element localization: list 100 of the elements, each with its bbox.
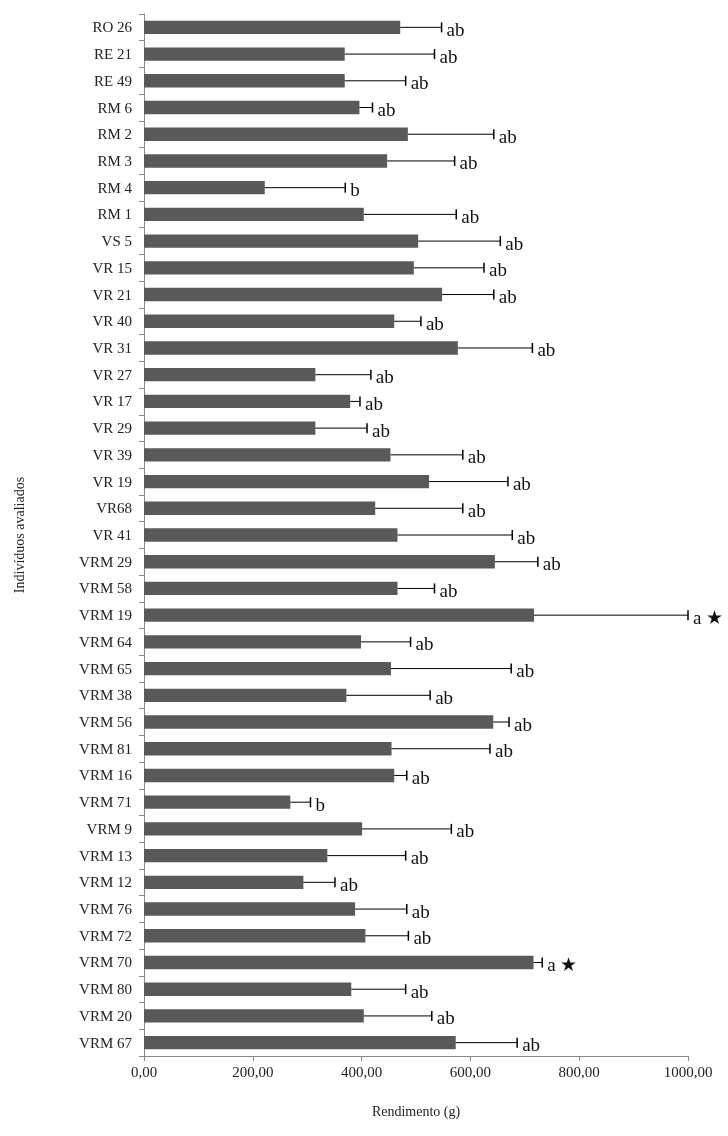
bar <box>144 287 443 302</box>
y-tick-label: VR 27 <box>92 366 133 383</box>
y-tick-label: VRM 9 <box>86 820 132 837</box>
annotation: ab <box>415 633 434 655</box>
bar <box>144 1035 456 1050</box>
bar <box>144 421 316 435</box>
bar <box>144 474 430 489</box>
y-tick-label: VRM 20 <box>79 1007 132 1024</box>
bar <box>144 768 395 783</box>
y-tick-label: RM 2 <box>97 126 132 143</box>
y-tick-label: VRM 58 <box>79 580 132 597</box>
bar <box>144 154 388 168</box>
annotation: ab <box>411 766 430 788</box>
annotation: ab <box>339 873 358 895</box>
y-tick-label: VRM 13 <box>79 847 132 864</box>
y-tick-label: VRM 38 <box>79 687 132 704</box>
bar <box>144 180 265 195</box>
annotation: ab <box>516 660 535 682</box>
y-tick-label: VR 19 <box>92 473 132 490</box>
annotation: ab <box>498 286 517 308</box>
annotation: a ★ <box>547 953 578 975</box>
y-tick-label: VR68 <box>96 500 132 517</box>
y-tick-label: RE 21 <box>94 46 132 63</box>
bar <box>144 822 363 836</box>
annotation: ab <box>467 499 486 521</box>
bar <box>144 207 364 222</box>
bar <box>144 608 535 622</box>
annotation: ab <box>439 579 458 601</box>
annotation: ab <box>456 820 475 842</box>
y-tick-label: VRM 70 <box>79 954 132 971</box>
annotation: ab <box>410 980 429 1002</box>
bar <box>144 261 414 275</box>
y-tick-label: VRM 12 <box>79 874 132 891</box>
y-tick-label: VR 29 <box>92 420 132 437</box>
y-tick-label: VRM 65 <box>79 660 132 677</box>
y-tick-label: VRM 56 <box>79 714 133 731</box>
y-axis-title: Indivíduos avaliados <box>11 476 27 594</box>
bar <box>144 929 366 943</box>
annotation: ab <box>542 553 561 575</box>
bar <box>144 742 392 756</box>
y-tick-label: VRM 76 <box>79 901 133 918</box>
annotation: ab <box>413 927 432 949</box>
y-tick-label: VR 31 <box>92 339 132 356</box>
annotation: ab <box>505 232 524 254</box>
bar <box>144 635 362 649</box>
y-tick-label: VRM 71 <box>79 794 132 811</box>
bar <box>144 528 398 542</box>
bar <box>144 501 376 515</box>
x-tick-label: 600,00 <box>449 1063 492 1080</box>
annotation: ab <box>498 125 517 147</box>
y-tick-label: RM 4 <box>97 179 133 196</box>
annotation: ab <box>494 740 513 762</box>
bar <box>144 341 458 355</box>
bar <box>144 234 419 248</box>
bar <box>144 448 391 462</box>
bar <box>144 555 495 569</box>
bar <box>144 74 345 88</box>
y-tick-label: VRM 29 <box>79 553 132 570</box>
annotation: b <box>315 793 325 815</box>
annotation: ab <box>446 18 465 40</box>
y-tick-label: RO 26 <box>92 19 133 36</box>
y-tick-label: VR 41 <box>92 527 132 543</box>
bar <box>144 902 356 916</box>
y-tick-label: RE 49 <box>94 72 132 89</box>
bar <box>144 955 534 970</box>
annotation: ab <box>517 526 536 548</box>
bar <box>144 661 391 676</box>
y-tick-label: VR 40 <box>92 313 132 330</box>
annotation: ab <box>489 259 507 281</box>
bar <box>144 795 291 809</box>
annotation: ab <box>425 312 444 334</box>
bar <box>144 848 328 863</box>
annotation: ab <box>522 1034 541 1056</box>
y-tick-label: VRM 72 <box>79 927 132 944</box>
bar <box>144 20 401 35</box>
x-tick-label: 0,00 <box>130 1063 158 1080</box>
bar <box>144 368 316 382</box>
y-tick-label: VRM 16 <box>79 767 133 784</box>
x-axis-title: Rendimento (g) <box>371 1103 461 1120</box>
x-tick-label: 800,00 <box>558 1063 600 1080</box>
annotation: ab <box>537 339 556 361</box>
bar <box>144 100 360 115</box>
y-tick-label: VRM 81 <box>79 740 132 757</box>
y-tick-label: VS 5 <box>101 233 132 250</box>
y-tick-label: VR 15 <box>92 259 132 276</box>
y-tick-label: VR 17 <box>92 393 133 410</box>
annotation: ab <box>435 686 454 708</box>
annotation: ab <box>411 900 430 922</box>
annotation: ab <box>439 45 458 67</box>
annotation: ab <box>512 473 531 495</box>
y-tick-label: VR 21 <box>92 286 132 303</box>
x-tick-label: 400,00 <box>340 1063 383 1080</box>
y-tick-label: VRM 67 <box>79 1034 133 1051</box>
annotation: ab <box>461 205 480 227</box>
y-tick-label: RM 1 <box>97 206 132 223</box>
bar <box>144 394 351 409</box>
x-tick-label: 200,00 <box>232 1063 274 1080</box>
bar <box>144 47 345 61</box>
annotation: a ★ <box>693 606 724 628</box>
bar <box>144 715 494 729</box>
